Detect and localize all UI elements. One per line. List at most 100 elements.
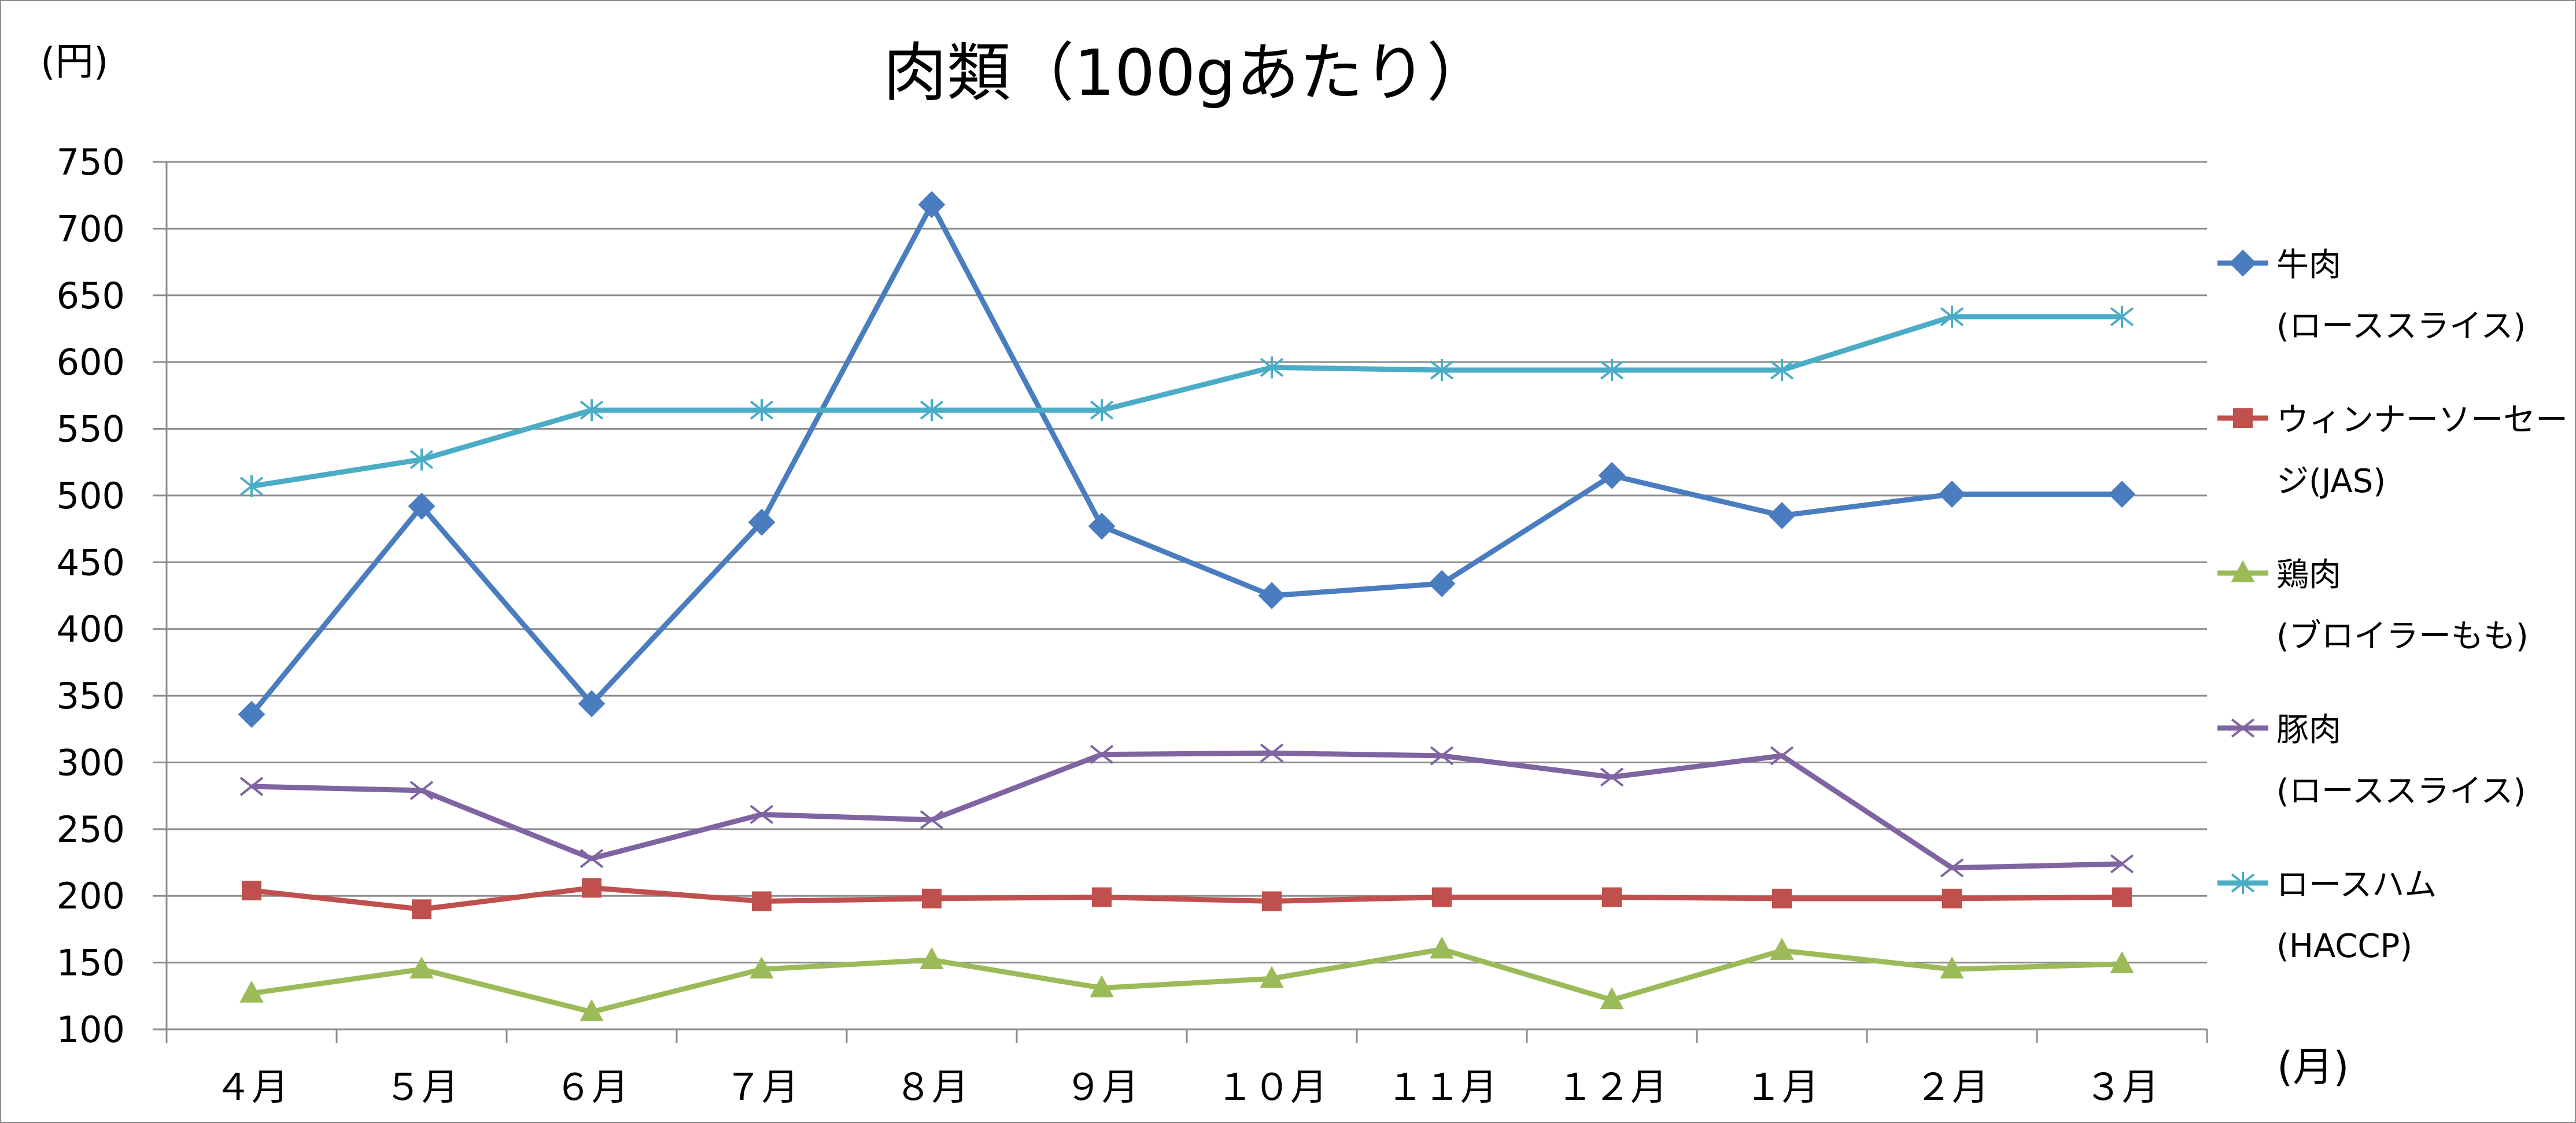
y-tick-label: 450	[57, 541, 125, 583]
data-point	[2112, 887, 2132, 907]
series-lines	[238, 191, 2136, 1021]
y-tick-label: 350	[57, 675, 125, 717]
x-tick-label: ９月	[1065, 1066, 1139, 1109]
marker-stroke	[1770, 746, 1794, 766]
data-point	[409, 448, 434, 471]
series-4	[239, 743, 2134, 878]
data-point	[239, 475, 264, 497]
data-point	[1428, 570, 1456, 597]
x-tick-label: １０月	[1216, 1066, 1327, 1109]
series-line	[251, 314, 2122, 489]
marker-stroke	[920, 810, 944, 830]
x-tick-label: １１月	[1386, 1066, 1497, 1109]
marker-stroke	[1090, 745, 1114, 764]
data-point	[1432, 887, 1452, 907]
data-point	[2108, 481, 2136, 508]
data-point	[580, 399, 604, 422]
x-tick-label: ３月	[2085, 1066, 2159, 1109]
data-point	[920, 947, 944, 969]
x-tick-label: ７月	[725, 1066, 799, 1109]
x-tick-label: ５月	[385, 1066, 459, 1109]
marker-stroke	[1430, 746, 1454, 766]
x-tick-label: ２月	[1915, 1066, 1989, 1109]
series-2	[242, 878, 2132, 919]
series-3	[239, 936, 2134, 1021]
data-point	[1772, 888, 1792, 908]
data-point	[1430, 359, 1454, 381]
y-tick-label: 400	[57, 608, 125, 651]
legend-label: 鶏肉	[2276, 556, 2341, 594]
data-point	[1430, 746, 1454, 766]
legend-marker	[2231, 872, 2255, 894]
legend-label: 豚肉	[2276, 711, 2341, 749]
data-point	[1092, 887, 1112, 907]
data-point	[750, 956, 774, 979]
marker-stroke	[1260, 743, 1284, 763]
legend-item-5: ロースハム (HACCP)	[2217, 866, 2437, 965]
series-line	[249, 202, 2122, 716]
axes: 750 700 650 600 550 500 450 400 350 300 250 200 150 1…	[57, 141, 2208, 1109]
data-point	[239, 777, 264, 796]
data-point	[750, 399, 774, 422]
marker-stroke	[580, 849, 604, 869]
series-1	[238, 191, 2136, 728]
marker-stroke	[239, 777, 264, 796]
data-point	[1770, 746, 1794, 766]
data-point	[1600, 987, 1624, 1010]
data-point	[1770, 937, 1794, 960]
data-point	[582, 878, 601, 898]
data-point	[1090, 975, 1114, 998]
marker-stroke	[2231, 718, 2255, 738]
data-point	[1260, 356, 1284, 379]
y-tick-label: 600	[57, 341, 125, 383]
y-tick-label: 550	[57, 408, 125, 450]
legend-marker	[2231, 718, 2255, 738]
series-line	[251, 750, 2123, 871]
data-point	[1942, 888, 1962, 908]
data-point	[920, 810, 944, 830]
data-point	[412, 899, 431, 919]
data-point	[580, 999, 604, 1021]
marker-stroke	[2110, 854, 2134, 874]
y-tick-label: 650	[57, 275, 125, 317]
data-point	[1090, 399, 1114, 422]
data-point	[409, 781, 434, 800]
y-tick-label: 700	[57, 208, 125, 250]
data-point	[918, 191, 946, 219]
data-point	[1770, 359, 1794, 381]
data-point	[1262, 891, 1282, 911]
data-point	[1430, 936, 1454, 959]
data-point	[1088, 512, 1116, 540]
y-tick-label: 500	[57, 475, 125, 517]
x-tick-label: １月	[1745, 1066, 1819, 1109]
data-point	[1940, 305, 1964, 328]
x-tick-label: ４月	[215, 1066, 289, 1109]
data-point	[922, 888, 942, 908]
marker-stroke	[1600, 767, 1624, 787]
data-point	[238, 700, 265, 728]
data-point	[1940, 956, 1964, 979]
legend-label-line2: (ローススライス)	[2276, 308, 2526, 345]
marker-stroke	[1940, 858, 1964, 878]
data-point	[920, 399, 944, 422]
data-point	[1260, 966, 1284, 988]
y-tick-label: 100	[57, 1009, 125, 1051]
data-point	[580, 849, 604, 869]
marker-stroke	[409, 781, 434, 800]
legend-label: ウィンナーソーセー	[2276, 401, 2568, 439]
data-point	[1940, 858, 1964, 878]
data-point	[408, 492, 436, 520]
data-point	[748, 508, 776, 536]
chart-title: 肉類（100gあたり）	[883, 36, 1490, 110]
y-tick-label: 200	[57, 875, 125, 917]
x-tick-label: １２月	[1556, 1066, 1667, 1109]
y-axis-unit-label: (円)	[40, 39, 109, 84]
data-point	[1598, 461, 1626, 489]
data-point	[1768, 502, 1796, 529]
data-point	[1600, 359, 1624, 381]
legend-item-4: 豚肉 (ローススライス)	[2217, 711, 2526, 810]
